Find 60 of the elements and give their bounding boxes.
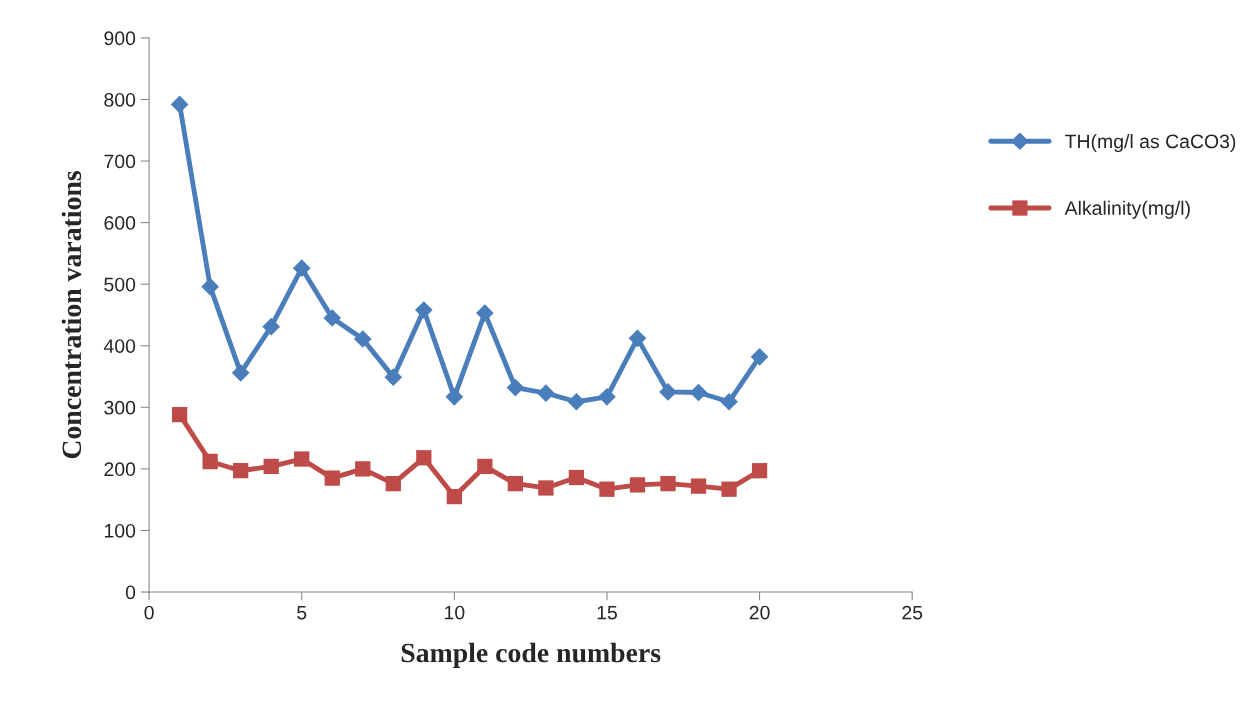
point bbox=[355, 461, 371, 477]
point bbox=[323, 309, 342, 327]
legend-label: TH(mg/l as CaCO3) bbox=[1065, 133, 1236, 153]
y-tick-label: 500 bbox=[104, 277, 136, 292]
point bbox=[507, 476, 524, 492]
x-tick-label: 0 bbox=[144, 605, 154, 620]
point bbox=[690, 478, 707, 494]
y-tick-label: 300 bbox=[104, 400, 136, 415]
point bbox=[598, 388, 616, 406]
point bbox=[231, 363, 250, 382]
y-tick-label: 900 bbox=[104, 31, 136, 46]
point bbox=[384, 368, 403, 386]
point bbox=[689, 383, 708, 402]
point bbox=[599, 481, 615, 497]
point bbox=[202, 453, 218, 470]
y-tick-label: 400 bbox=[103, 339, 136, 353]
point bbox=[538, 480, 554, 496]
point bbox=[720, 392, 738, 411]
point bbox=[201, 277, 219, 296]
point bbox=[628, 329, 647, 348]
point bbox=[659, 383, 677, 401]
point bbox=[567, 392, 586, 411]
y-tick-label: 600 bbox=[104, 216, 136, 230]
legend-label: Alkalinity(mg/l) bbox=[1064, 200, 1190, 219]
point bbox=[446, 488, 462, 505]
y-axis-title: Concentration varations bbox=[61, 170, 82, 459]
point bbox=[414, 301, 433, 319]
y-tick-label: 700 bbox=[104, 154, 136, 169]
point bbox=[324, 470, 340, 486]
point bbox=[445, 388, 464, 406]
point bbox=[506, 378, 525, 397]
point bbox=[353, 330, 372, 348]
point bbox=[171, 407, 188, 423]
x-tick-label: 25 bbox=[902, 605, 923, 620]
point bbox=[629, 477, 646, 493]
x-axis-title: Sample code numbers bbox=[401, 642, 661, 668]
point bbox=[751, 463, 768, 479]
point bbox=[170, 95, 189, 114]
point bbox=[568, 469, 585, 486]
point bbox=[294, 451, 310, 467]
x-tick-label: 15 bbox=[597, 605, 617, 620]
point bbox=[263, 458, 279, 475]
point bbox=[660, 476, 676, 492]
point bbox=[721, 481, 737, 497]
y-tick-label: 100 bbox=[104, 523, 136, 538]
point bbox=[416, 450, 432, 466]
point bbox=[750, 347, 769, 366]
y-tick-label: 800 bbox=[104, 92, 136, 107]
point bbox=[477, 458, 493, 475]
point bbox=[476, 304, 494, 322]
x-tick-label: 5 bbox=[297, 605, 307, 620]
x-tick-label: 20 bbox=[749, 605, 770, 620]
y-tick-label: 200 bbox=[104, 462, 136, 477]
point bbox=[233, 463, 249, 479]
x-tick-label: 10 bbox=[445, 605, 465, 620]
point bbox=[537, 384, 555, 402]
point bbox=[385, 476, 401, 492]
point bbox=[292, 259, 311, 277]
point bbox=[262, 317, 281, 336]
y-tick-label: 0 bbox=[125, 585, 136, 600]
